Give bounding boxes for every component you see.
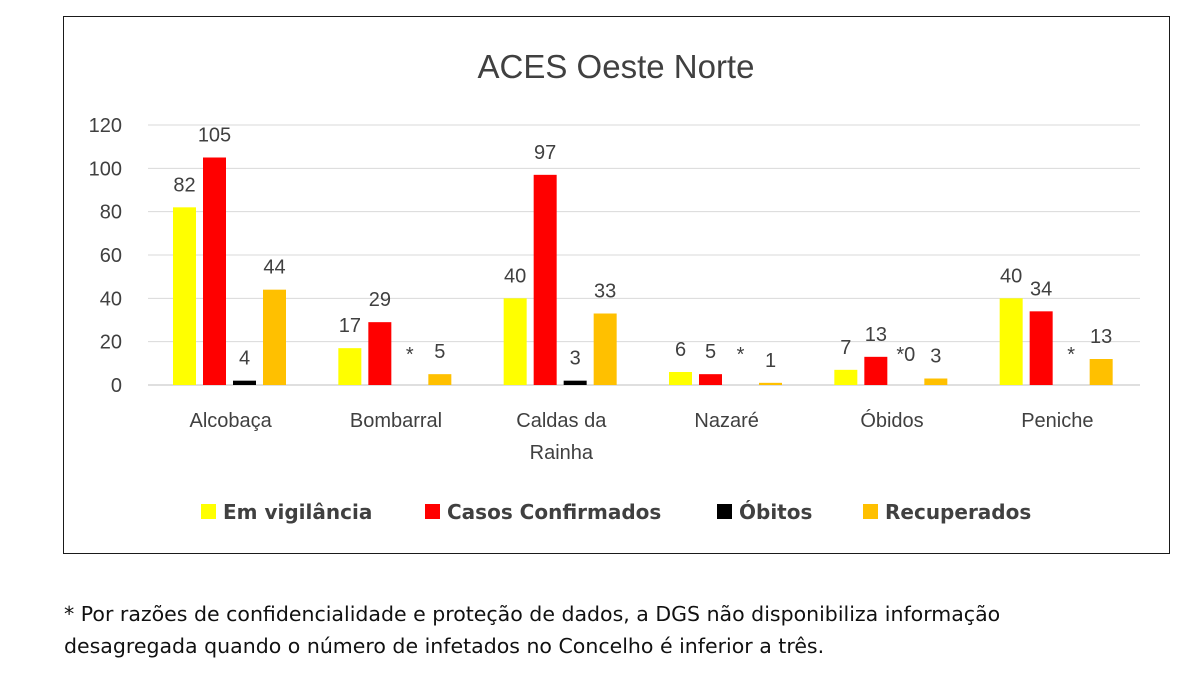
bar-recuperados: [263, 289, 286, 385]
data-label: 105: [198, 125, 231, 147]
footnote-line-2: desagregada quando o número de infetados…: [64, 634, 825, 658]
data-label: 40: [1000, 265, 1022, 287]
data-label: 13: [1090, 326, 1112, 348]
bar-em-vigil-ncia: [338, 348, 362, 385]
bar-em-vigil-ncia: [173, 207, 196, 385]
bar-casos-confirmados: [533, 174, 557, 385]
data-label: 5: [434, 341, 445, 363]
bar-casos-confirmados: [699, 374, 722, 385]
bar-recuperados: [1089, 359, 1113, 385]
bar-em-vigil-ncia: [834, 369, 858, 385]
bar-recuperados: [428, 374, 452, 385]
y-tick-label: 100: [89, 158, 122, 180]
x-tick-label: Óbidos: [860, 409, 923, 432]
data-label: 34: [1030, 278, 1052, 300]
legend-swatch: [717, 504, 732, 519]
bar-casos-confirmados: [864, 356, 888, 385]
bar-casos-confirmados: [203, 157, 226, 385]
bar--bitos: [233, 380, 256, 385]
legend-swatch: [863, 504, 878, 519]
bar-recuperados: [593, 313, 617, 385]
x-tick-label: Nazaré: [694, 410, 758, 432]
y-tick-label: 60: [100, 245, 122, 267]
bar--bitos: [563, 380, 587, 385]
data-label: 5: [705, 341, 716, 363]
y-tick-label: 120: [89, 115, 122, 137]
data-label: *: [406, 344, 414, 366]
bar-casos-confirmados: [368, 322, 392, 385]
legend-label: Casos Confirmados: [447, 500, 661, 524]
legend-label: Óbitos: [739, 500, 812, 524]
data-label: 6: [675, 339, 686, 361]
bar-chart: ACES Oeste Norte02040608010012082105444A…: [89, 48, 1140, 524]
legend-label: Em vigilância: [223, 500, 372, 524]
bar-em-vigil-ncia: [503, 298, 527, 385]
x-tick-label: Peniche: [1021, 410, 1093, 432]
data-label: 44: [263, 257, 285, 279]
data-label: 29: [369, 289, 391, 311]
data-label: 13: [865, 324, 887, 346]
data-label: 3: [930, 346, 941, 368]
data-label: 4: [239, 348, 250, 370]
bar-em-vigil-ncia: [999, 298, 1023, 385]
data-label: 40: [504, 265, 526, 287]
data-label: 33: [594, 281, 616, 303]
data-label: *0: [896, 344, 915, 366]
bar-casos-confirmados: [1029, 311, 1053, 385]
data-label: 17: [339, 315, 361, 337]
bar-recuperados: [759, 382, 782, 385]
x-tick-label: Rainha: [530, 442, 594, 464]
legend-swatch: [425, 504, 440, 519]
legend-swatch: [201, 504, 216, 519]
data-label: 97: [534, 142, 556, 164]
bar-recuperados: [924, 378, 948, 385]
y-tick-label: 40: [100, 288, 122, 310]
y-tick-label: 80: [100, 202, 122, 224]
data-label: *: [737, 344, 745, 366]
x-tick-label: Alcobaça: [190, 410, 273, 432]
chart-frame: ACES Oeste Norte 0 20 40 60 80 100 120 82 105 4 44 A…: [63, 16, 1170, 554]
footnote: * Por razões de confidencialidade e prot…: [64, 598, 1174, 662]
data-label: 3: [570, 348, 581, 370]
legend-label: Recuperados: [885, 500, 1031, 524]
data-label: *: [1067, 344, 1075, 366]
bar-em-vigil-ncia: [669, 372, 692, 385]
data-label: 7: [840, 337, 851, 359]
footnote-line-1: * Por razões de confidencialidade e prot…: [64, 602, 1001, 626]
x-tick-label: Caldas da: [516, 410, 607, 432]
y-tick-label: 20: [100, 332, 122, 354]
chart-title: ACES Oeste Norte: [478, 48, 755, 85]
x-tick-label: Bombarral: [350, 410, 442, 432]
y-tick-label: 0: [111, 375, 122, 397]
data-label: 1: [765, 350, 776, 372]
data-label: 82: [173, 174, 195, 196]
